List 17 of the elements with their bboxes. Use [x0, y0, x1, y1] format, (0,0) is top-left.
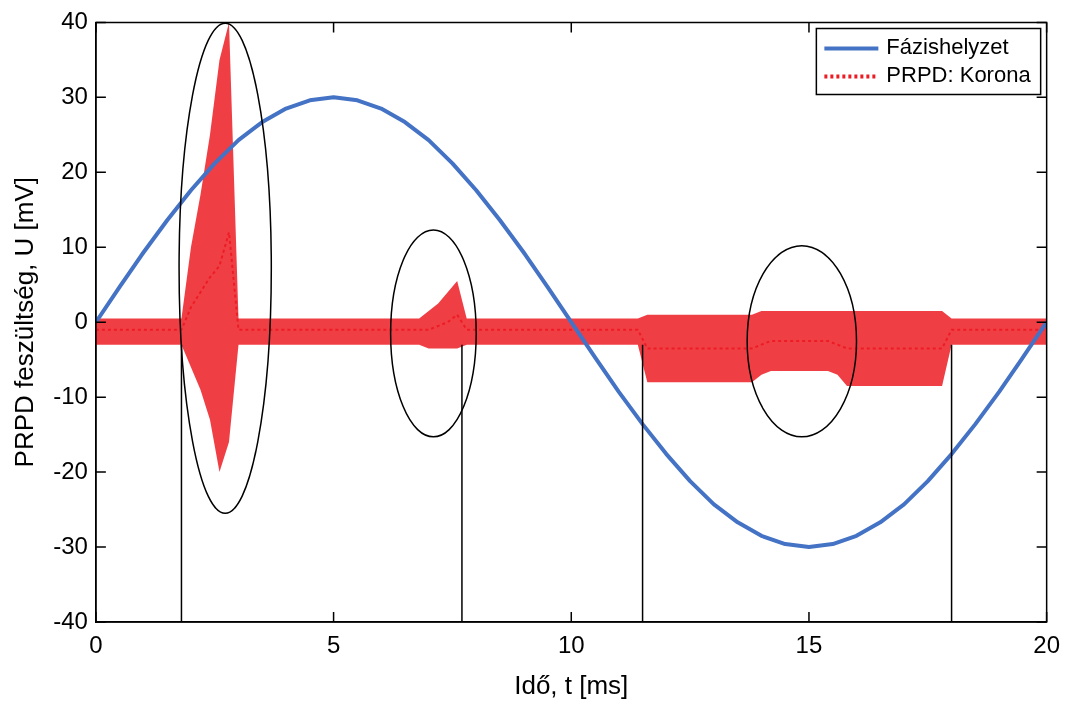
x-tick-label: 15	[795, 631, 823, 659]
y-tick-label: 0	[74, 306, 88, 334]
legend-label: Fázishelyzet	[886, 34, 1009, 60]
x-tick-label: 10	[557, 631, 585, 659]
y-tick-label: 30	[61, 81, 88, 109]
y-tick-label: 20	[61, 156, 88, 184]
y-tick-label: -30	[53, 531, 88, 559]
legend-label: PRPD: Korona	[886, 62, 1032, 88]
x-tick-label: 5	[326, 631, 341, 659]
x-axis-title: Idő, t [ms]	[514, 669, 629, 700]
y-tick-label: -40	[53, 606, 88, 634]
y-tick-label: -10	[53, 381, 88, 409]
y-axis-title: PRPD feszültség, U [mV]	[8, 176, 39, 468]
y-tick-label: 40	[61, 7, 88, 35]
y-tick-label: -20	[53, 456, 88, 484]
x-tick-label: 20	[1033, 631, 1060, 659]
y-tick-label: 10	[61, 231, 88, 259]
